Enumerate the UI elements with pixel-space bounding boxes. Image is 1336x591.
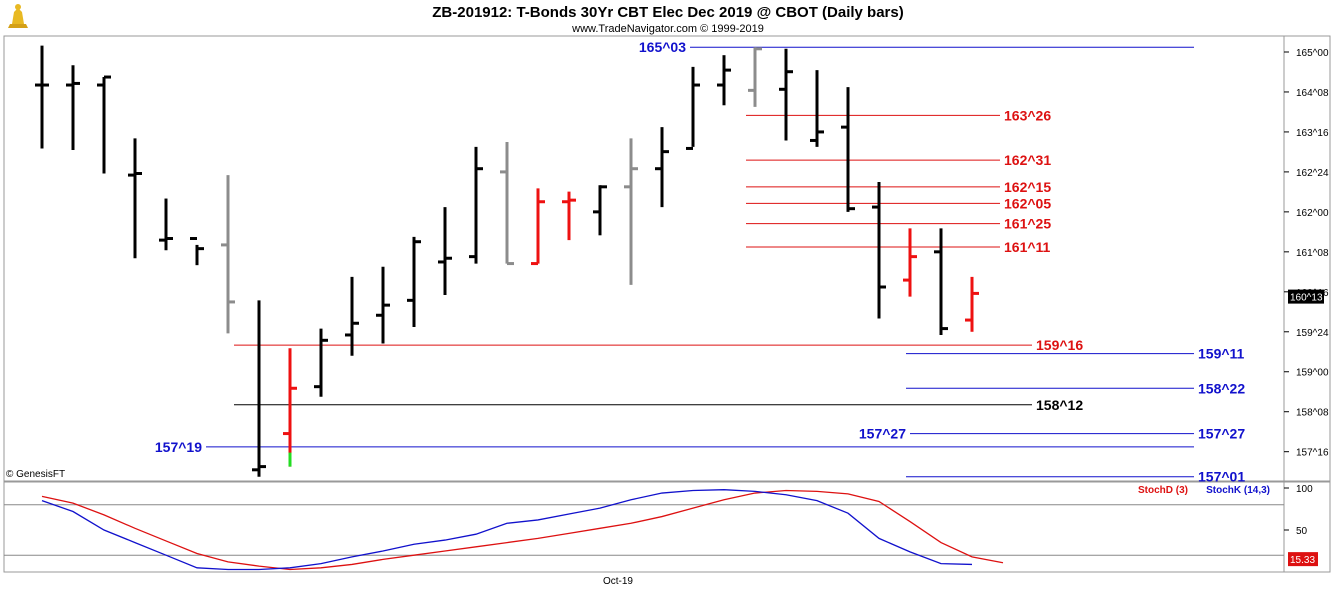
stochk-line	[41, 489, 973, 571]
ohlc-bar	[717, 55, 731, 106]
ohlc-bar	[345, 276, 359, 356]
ohlc-bar	[593, 185, 607, 236]
ohlc-bar	[283, 348, 297, 467]
ohlc-bar	[66, 65, 80, 151]
level-label: 159^16	[1036, 337, 1083, 353]
indicator-panel	[3, 481, 1285, 573]
ohlc-bar	[655, 127, 669, 208]
last-price-label: 160^13	[1290, 293, 1323, 304]
ohlc-bar	[252, 300, 266, 477]
stochd-line	[41, 489, 1004, 571]
ohlc-bar	[686, 66, 700, 150]
chart-title: ZB-201912: T-Bonds 30Yr CBT Elec Dec 201…	[432, 4, 903, 21]
level-label: 157^27	[1198, 426, 1245, 442]
ohlc-bar	[841, 87, 855, 212]
ohlc-bar	[624, 138, 638, 285]
ohlc-bar	[407, 236, 421, 327]
level-label: 158^22	[1198, 380, 1245, 396]
price-tick-label: 165^00	[1296, 48, 1329, 59]
level-label: 162^15	[1004, 179, 1051, 195]
price-tick-label: 159^00	[1296, 368, 1329, 379]
level-label: 159^11	[1198, 346, 1245, 362]
ohlc-bar	[779, 48, 793, 141]
ohlc-bar	[97, 75, 111, 174]
ohlc-bar	[748, 47, 762, 107]
x-axis-label: Oct-19	[603, 576, 633, 587]
ohlc-bar	[562, 191, 576, 241]
indicator-last-value-label: 15.33	[1290, 555, 1315, 566]
price-axis-frame	[1283, 35, 1331, 482]
level-label: 157^19	[155, 439, 202, 455]
price-tick-label: 162^24	[1296, 168, 1329, 179]
copyright-label: © GenesisFT	[6, 469, 65, 480]
ohlc-bar	[35, 45, 49, 149]
stochk-legend: StochK (14,3)	[1206, 485, 1270, 496]
price-tick-label: 162^00	[1296, 208, 1329, 219]
indicator-tick-label: 50	[1296, 526, 1308, 537]
level-label: 165^03	[639, 39, 686, 55]
ohlc-bar	[531, 188, 545, 266]
price-tick-label: 164^08	[1296, 88, 1329, 99]
ohlc-bar	[221, 175, 235, 334]
ohlc-bar	[159, 198, 173, 251]
ohlc-bar	[500, 142, 514, 266]
level-label: 162^31	[1004, 152, 1051, 168]
level-label: 161^11	[1004, 239, 1051, 255]
price-tick-label: 158^08	[1296, 408, 1329, 419]
price-tick-label: 163^16	[1296, 128, 1329, 139]
level-label: 157^27	[859, 426, 906, 442]
ohlc-bar	[128, 138, 142, 259]
level-label: 163^26	[1004, 107, 1051, 123]
level-label: 158^12	[1036, 397, 1083, 413]
chart-subtitle: www.TradeNavigator.com © 1999-2019	[571, 23, 764, 35]
ohlc-bar	[934, 228, 948, 335]
ohlc-bar	[469, 146, 483, 264]
ohlc-bar	[438, 207, 452, 296]
level-label: 161^25	[1004, 216, 1051, 232]
ohlc-bar	[903, 228, 917, 297]
ohlc-bar	[376, 266, 390, 344]
indicator-axis-frame	[1283, 481, 1331, 573]
price-tick-label: 159^24	[1296, 328, 1329, 339]
ohlc-bar	[872, 182, 886, 319]
price-tick-label: 157^16	[1296, 448, 1329, 459]
price-tick-label: 161^08	[1296, 248, 1329, 259]
app-logo	[4, 4, 32, 32]
last-price-box	[1288, 289, 1324, 304]
level-label: 162^05	[1004, 195, 1051, 211]
ohlc-bar	[810, 70, 824, 147]
stochd-legend: StochD (3)	[1138, 485, 1188, 496]
level-label: 157^01	[1198, 469, 1245, 485]
ohlc-bar	[314, 328, 328, 397]
ohlc-bar	[965, 276, 979, 332]
indicator-last-value-box	[1288, 552, 1318, 567]
indicator-tick-label: 100	[1296, 484, 1313, 495]
ohlc-bar	[190, 237, 204, 266]
